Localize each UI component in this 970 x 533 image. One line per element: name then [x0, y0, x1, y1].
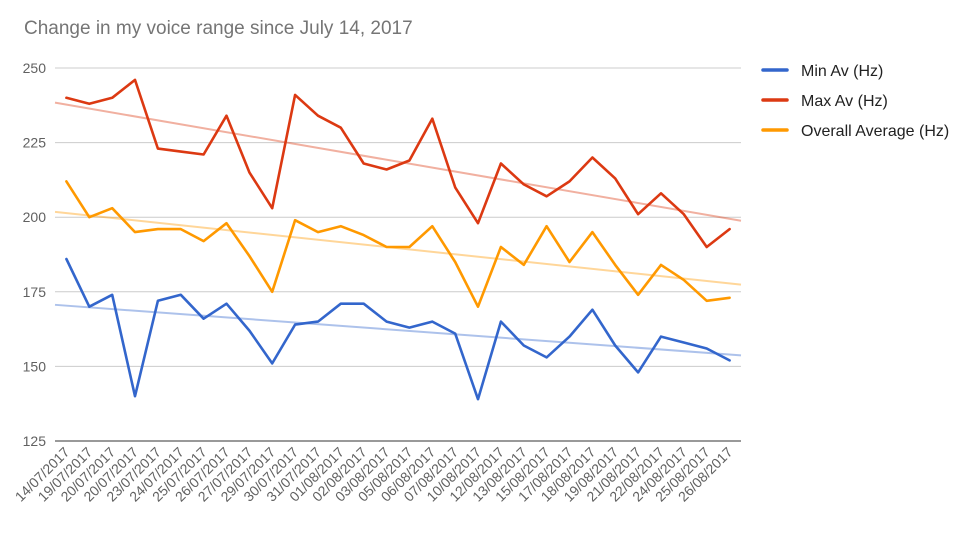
legend-label: Overall Average (Hz) — [801, 123, 949, 140]
legend-item[interactable]: Min Av (Hz) — [761, 63, 883, 80]
legend-label: Max Av (Hz) — [801, 93, 888, 110]
chart-title: Change in my voice range since July 14, … — [24, 18, 413, 39]
legend[interactable]: Min Av (Hz) Max Av (Hz) Overall Average (H… — [761, 63, 949, 140]
series-lines — [65, 78, 731, 401]
y-tick-label: 225 — [23, 135, 47, 151]
y-tick-label: 175 — [23, 284, 47, 300]
x-axis-ticks: 14/07/201719/07/201720/07/201720/07/2017… — [12, 444, 736, 505]
grid-lines — [55, 67, 741, 442]
series-line — [65, 78, 731, 249]
y-axis-ticks: 125 150 175 200 225 250 — [23, 60, 47, 449]
legend-item[interactable]: Overall Average (Hz) — [761, 123, 949, 140]
y-tick-label: 150 — [23, 358, 47, 374]
legend-label: Min Av (Hz) — [801, 63, 883, 80]
trendline — [54, 303, 742, 357]
y-tick-label: 250 — [23, 60, 47, 76]
trendline — [54, 101, 742, 222]
legend-item[interactable]: Max Av (Hz) — [761, 93, 888, 110]
series-line — [65, 180, 731, 309]
series-line — [65, 257, 731, 401]
y-tick-label: 125 — [23, 433, 47, 449]
y-tick-label: 200 — [23, 209, 47, 225]
